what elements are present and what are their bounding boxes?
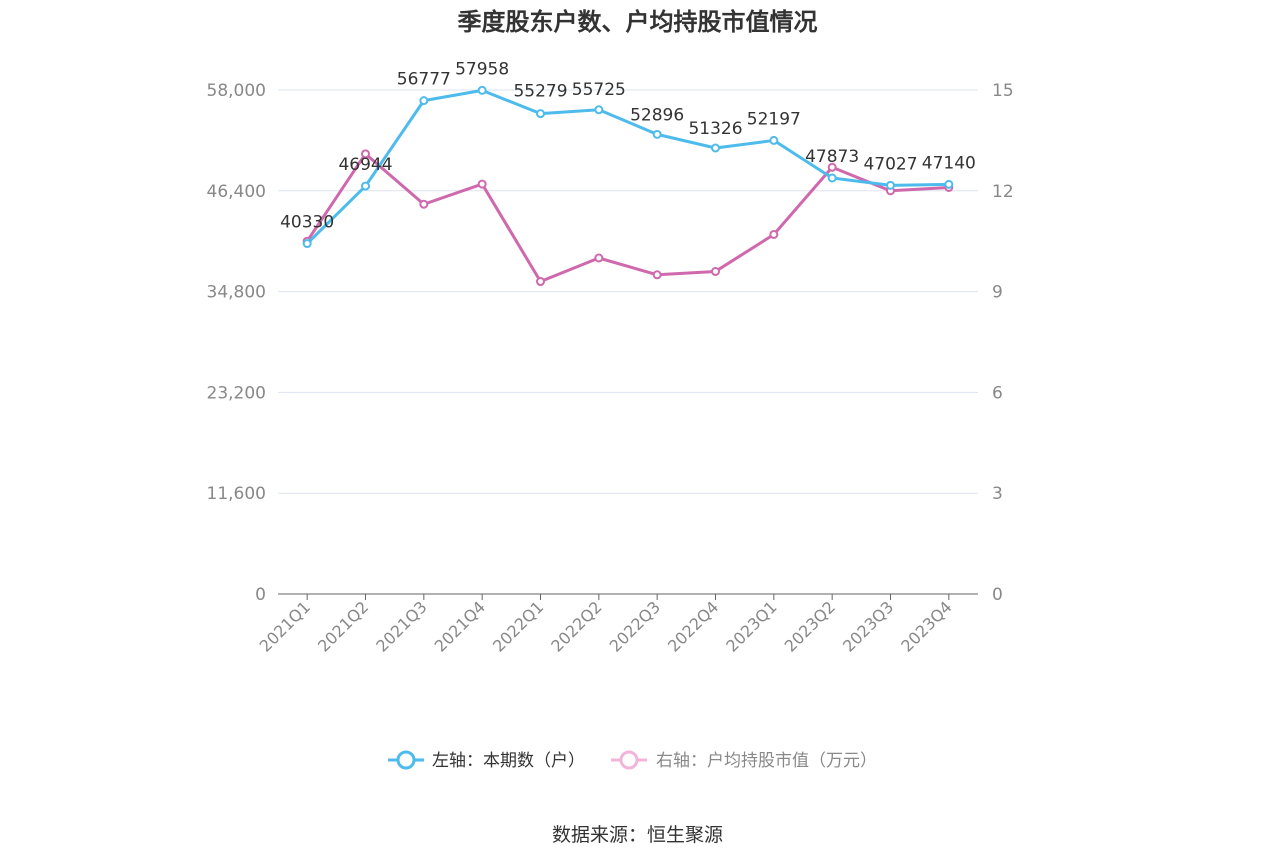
data-label: 55279 <box>513 82 567 102</box>
data-point-left[interactable] <box>536 109 545 119</box>
right-axis-ticks: 0 3 6 9 12 15 <box>992 81 1014 605</box>
legend-label-left: 左轴：本期数（户） <box>432 751 585 771</box>
right-tick-label: 0 <box>992 585 1003 605</box>
legend-marker-left <box>396 750 416 770</box>
x-tick-label: 2022Q2 <box>547 597 605 655</box>
data-point-left[interactable] <box>944 179 954 189</box>
left-tick-label: 11,600 <box>207 484 266 504</box>
x-tick-label: 2023Q4 <box>897 597 955 655</box>
legend-item-right[interactable]: 右轴：户均持股市值（万元） <box>611 750 877 771</box>
data-label: 47027 <box>863 154 917 174</box>
x-tick-label: 2022Q4 <box>664 597 722 655</box>
data-label: 46944 <box>338 155 392 175</box>
x-tick-label: 2022Q3 <box>606 597 664 655</box>
data-point-left[interactable] <box>769 135 779 145</box>
data-point-left[interactable] <box>886 180 895 190</box>
data-label: 55725 <box>572 80 626 100</box>
data-point-left[interactable] <box>711 143 720 153</box>
series-line-right <box>305 152 949 284</box>
x-tick-label: 2021Q1 <box>256 597 314 655</box>
data-point-left[interactable] <box>827 173 837 183</box>
left-tick-label: 46,400 <box>207 182 266 202</box>
data-point-right[interactable] <box>536 277 545 287</box>
x-tick-label: 2022Q1 <box>489 597 547 655</box>
data-label: 52197 <box>747 109 801 129</box>
left-tick-label: 34,800 <box>207 283 266 303</box>
x-tick-label: 2021Q2 <box>314 597 372 655</box>
gridlines <box>278 89 978 494</box>
series-line-left <box>306 88 949 245</box>
right-tick-label: 12 <box>992 182 1014 202</box>
data-point-left[interactable] <box>477 85 487 95</box>
data-point-right[interactable] <box>594 253 604 263</box>
data-point-right[interactable] <box>419 199 429 209</box>
x-tick-label: 2023Q2 <box>781 597 839 655</box>
right-tick-label: 3 <box>992 484 1003 504</box>
right-tick-label: 9 <box>992 283 1003 303</box>
x-tick-label: 2021Q4 <box>431 597 489 655</box>
x-axis: 2021Q1 2021Q2 2021Q3 2021Q4 2022Q1 2022Q2 2022… <box>256 593 978 656</box>
data-point-left[interactable] <box>302 239 312 249</box>
source-note: 数据来源：恒生聚源 <box>551 824 723 846</box>
legend-item-left[interactable]: 左轴：本期数（户） <box>388 750 585 771</box>
data-label: 51326 <box>688 119 742 139</box>
data-point-left[interactable] <box>652 129 662 139</box>
legend-label-right: 右轴：户均持股市值（万元） <box>656 751 877 771</box>
legend-marker-right <box>619 750 639 770</box>
data-label: 47140 <box>922 153 976 173</box>
data-label: 52896 <box>630 105 684 125</box>
data-point-left[interactable] <box>361 181 370 191</box>
data-label: 56777 <box>397 70 451 90</box>
data-point-left[interactable] <box>594 105 604 115</box>
data-point-right[interactable] <box>769 229 779 239</box>
left-tick-label: 0 <box>255 585 266 605</box>
data-label: 57958 <box>455 59 509 79</box>
data-point-left[interactable] <box>419 96 429 106</box>
data-label: 47873 <box>805 147 859 167</box>
legend: 左轴：本期数（户） 右轴：户均持股市值（万元） <box>388 750 877 771</box>
x-tick-label: 2023Q1 <box>722 597 780 655</box>
chart-title: 季度股东户数、户均持股市值情况 <box>457 8 818 36</box>
data-point-right[interactable] <box>652 270 662 280</box>
data-point-right[interactable] <box>477 179 487 189</box>
x-tick-label: 2021Q3 <box>372 597 430 655</box>
series-lines <box>302 85 954 287</box>
data-point-right[interactable] <box>711 266 720 276</box>
left-axis-ticks: 0 11,600 23,200 34,800 46,400 58,000 <box>207 81 266 605</box>
x-tick-label: 2023Q3 <box>839 597 897 655</box>
data-label: 40330 <box>280 213 334 233</box>
right-tick-label: 6 <box>992 383 1003 403</box>
left-tick-label: 23,200 <box>207 383 266 403</box>
right-tick-label: 15 <box>992 81 1014 101</box>
data-point-right[interactable] <box>827 162 837 172</box>
left-tick-label: 58,000 <box>207 81 266 101</box>
data-point-right[interactable] <box>361 149 370 159</box>
